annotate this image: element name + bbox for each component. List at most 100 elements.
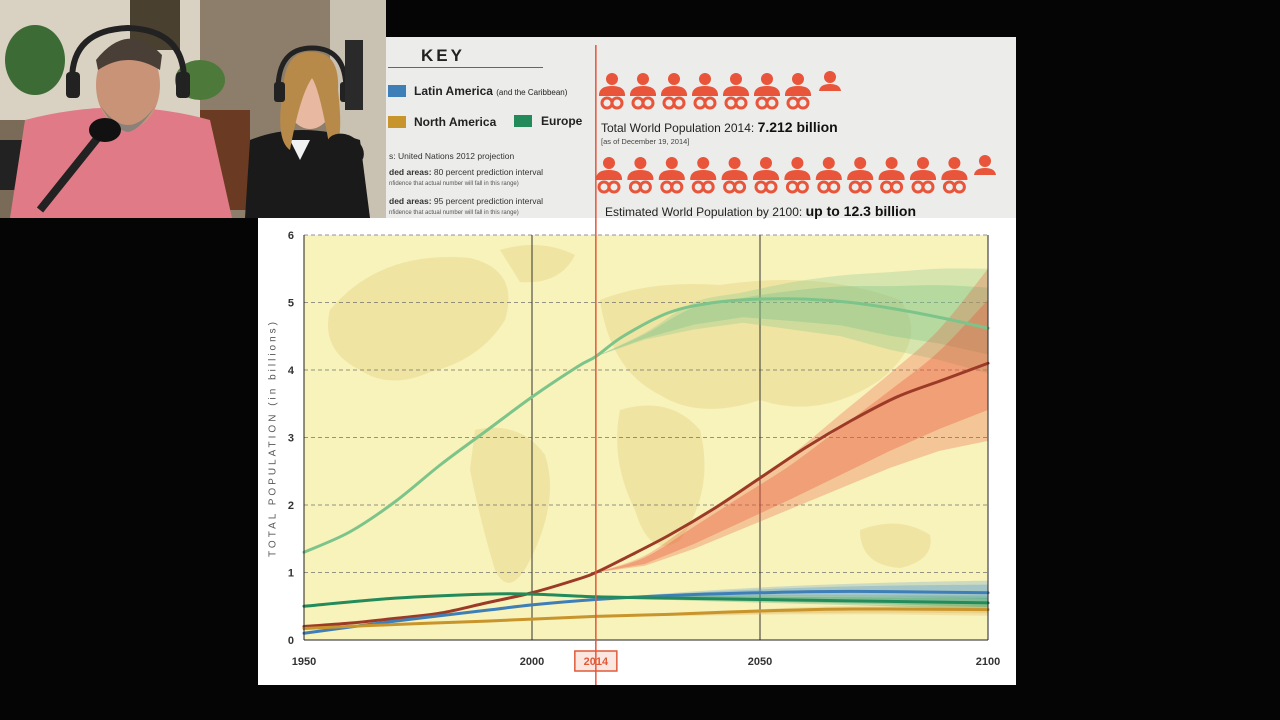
legend-swatch-europe bbox=[514, 115, 532, 127]
person-icon-body bbox=[627, 170, 654, 180]
map-landmass bbox=[617, 405, 705, 546]
person-icon-leg bbox=[796, 96, 810, 110]
person-icon bbox=[596, 157, 622, 194]
person-icon bbox=[974, 155, 996, 175]
person-icon-head bbox=[917, 157, 929, 169]
series-line bbox=[302, 607, 990, 631]
person-icon-body bbox=[815, 170, 842, 180]
person-icon bbox=[785, 73, 811, 110]
y-tick-label: 2 bbox=[288, 500, 294, 512]
person-icon-body bbox=[658, 170, 685, 180]
person-icon-leg bbox=[734, 96, 748, 110]
person-icon-body bbox=[692, 86, 718, 96]
person-icon bbox=[754, 73, 780, 110]
person-icon bbox=[721, 157, 748, 194]
person-icon-head bbox=[948, 157, 961, 169]
world-population-2100: Estimated World Population by 2100: up t… bbox=[605, 203, 917, 219]
person-icon-body bbox=[785, 86, 811, 96]
legend-swatch-latin-america bbox=[388, 85, 406, 97]
person-icon bbox=[878, 157, 905, 194]
y-tick-label: 0 bbox=[288, 635, 294, 647]
person-icon-body bbox=[690, 170, 717, 180]
person-icon-body bbox=[630, 86, 656, 96]
world-map-background bbox=[328, 245, 931, 583]
shaded-80-subnote: nfidence that actual number will fall in… bbox=[389, 181, 519, 187]
x-tick-label: 1950 bbox=[292, 656, 316, 668]
person-icon-head bbox=[603, 157, 615, 169]
person-icon-leg bbox=[952, 180, 966, 194]
person-icon-leg bbox=[764, 180, 778, 194]
person-icon bbox=[847, 157, 874, 194]
series-lines bbox=[302, 297, 990, 635]
person-icon bbox=[723, 73, 749, 110]
person-icon-head bbox=[730, 73, 742, 85]
person-icon bbox=[819, 71, 841, 91]
person-icon-body bbox=[974, 168, 996, 175]
series-line bbox=[302, 361, 990, 628]
map-landmass bbox=[328, 257, 509, 381]
person-icon-body bbox=[723, 86, 749, 96]
y-tick-label: 4 bbox=[288, 365, 295, 377]
x-tick-label: 2050 bbox=[748, 656, 772, 668]
y-tick-label: 5 bbox=[288, 298, 294, 310]
legend-latin-america: Latin America (and the Caribbean) bbox=[414, 84, 568, 98]
person-icon-leg bbox=[670, 180, 684, 194]
person-icon-leg bbox=[795, 180, 809, 194]
y-tick-label: 1 bbox=[288, 568, 294, 580]
key-divider bbox=[388, 67, 543, 68]
shaded-80-note: ded areas: 80 percent prediction interva… bbox=[389, 167, 544, 177]
person-icon bbox=[630, 73, 656, 110]
person-icon-body bbox=[754, 86, 780, 96]
person-icon bbox=[753, 157, 779, 194]
person-icon-body bbox=[847, 170, 874, 180]
person-icon-leg bbox=[858, 180, 872, 194]
key-title: KEY bbox=[421, 46, 465, 65]
person-icon-leg bbox=[733, 180, 747, 194]
person-icon-head bbox=[637, 73, 649, 85]
person-icon-leg bbox=[607, 180, 621, 194]
person-icon-head bbox=[634, 157, 647, 169]
shaded-95-subnote: nfidence that actual number will fall in… bbox=[389, 210, 519, 216]
person-icon-head bbox=[824, 71, 836, 83]
webcam-video-overlay bbox=[0, 0, 386, 218]
person-icon-head bbox=[606, 73, 618, 85]
map-landmass bbox=[600, 280, 912, 409]
source-note: s: United Nations 2012 projection bbox=[389, 151, 515, 161]
person-icon bbox=[690, 157, 717, 194]
person-icon-head bbox=[885, 157, 898, 169]
person-icon-leg bbox=[703, 96, 717, 110]
person-icon-leg bbox=[701, 180, 715, 194]
person-icon-head bbox=[697, 157, 710, 169]
person-icon bbox=[599, 73, 625, 110]
person-icon-head bbox=[979, 155, 991, 167]
world-population-2014: Total World Population 2014: 7.212 billi… bbox=[601, 119, 838, 135]
person-icon-leg bbox=[921, 180, 935, 194]
person-icon-body bbox=[910, 170, 936, 180]
person-icon-leg bbox=[641, 96, 655, 110]
person-icon-body bbox=[941, 170, 968, 180]
y-tick-label: 6 bbox=[288, 230, 294, 242]
webcam-scene bbox=[0, 0, 386, 218]
person-icon-body bbox=[599, 86, 625, 96]
prediction-band-80 bbox=[595, 285, 988, 357]
person-icon bbox=[627, 157, 654, 194]
series-line bbox=[302, 589, 990, 635]
prediction-band-95 bbox=[595, 268, 988, 374]
person-icon-head bbox=[854, 157, 867, 169]
person-icon-body bbox=[878, 170, 905, 180]
person-icon-leg bbox=[610, 96, 624, 110]
person-icon-leg bbox=[638, 180, 652, 194]
person-icon-body bbox=[819, 84, 841, 91]
map-landmass bbox=[860, 523, 931, 568]
person-icon-body bbox=[753, 170, 779, 180]
person-icon-head bbox=[792, 73, 804, 85]
person-icon bbox=[941, 157, 968, 194]
person-icon-leg bbox=[765, 96, 779, 110]
person-icon bbox=[815, 157, 842, 194]
person-icon-head bbox=[822, 157, 835, 169]
series-line bbox=[302, 592, 990, 608]
y-axis-label: TOTAL POPULATION (in billions) bbox=[267, 319, 279, 557]
x-tick-label: 2100 bbox=[976, 656, 1000, 668]
map-landmass bbox=[500, 245, 575, 283]
